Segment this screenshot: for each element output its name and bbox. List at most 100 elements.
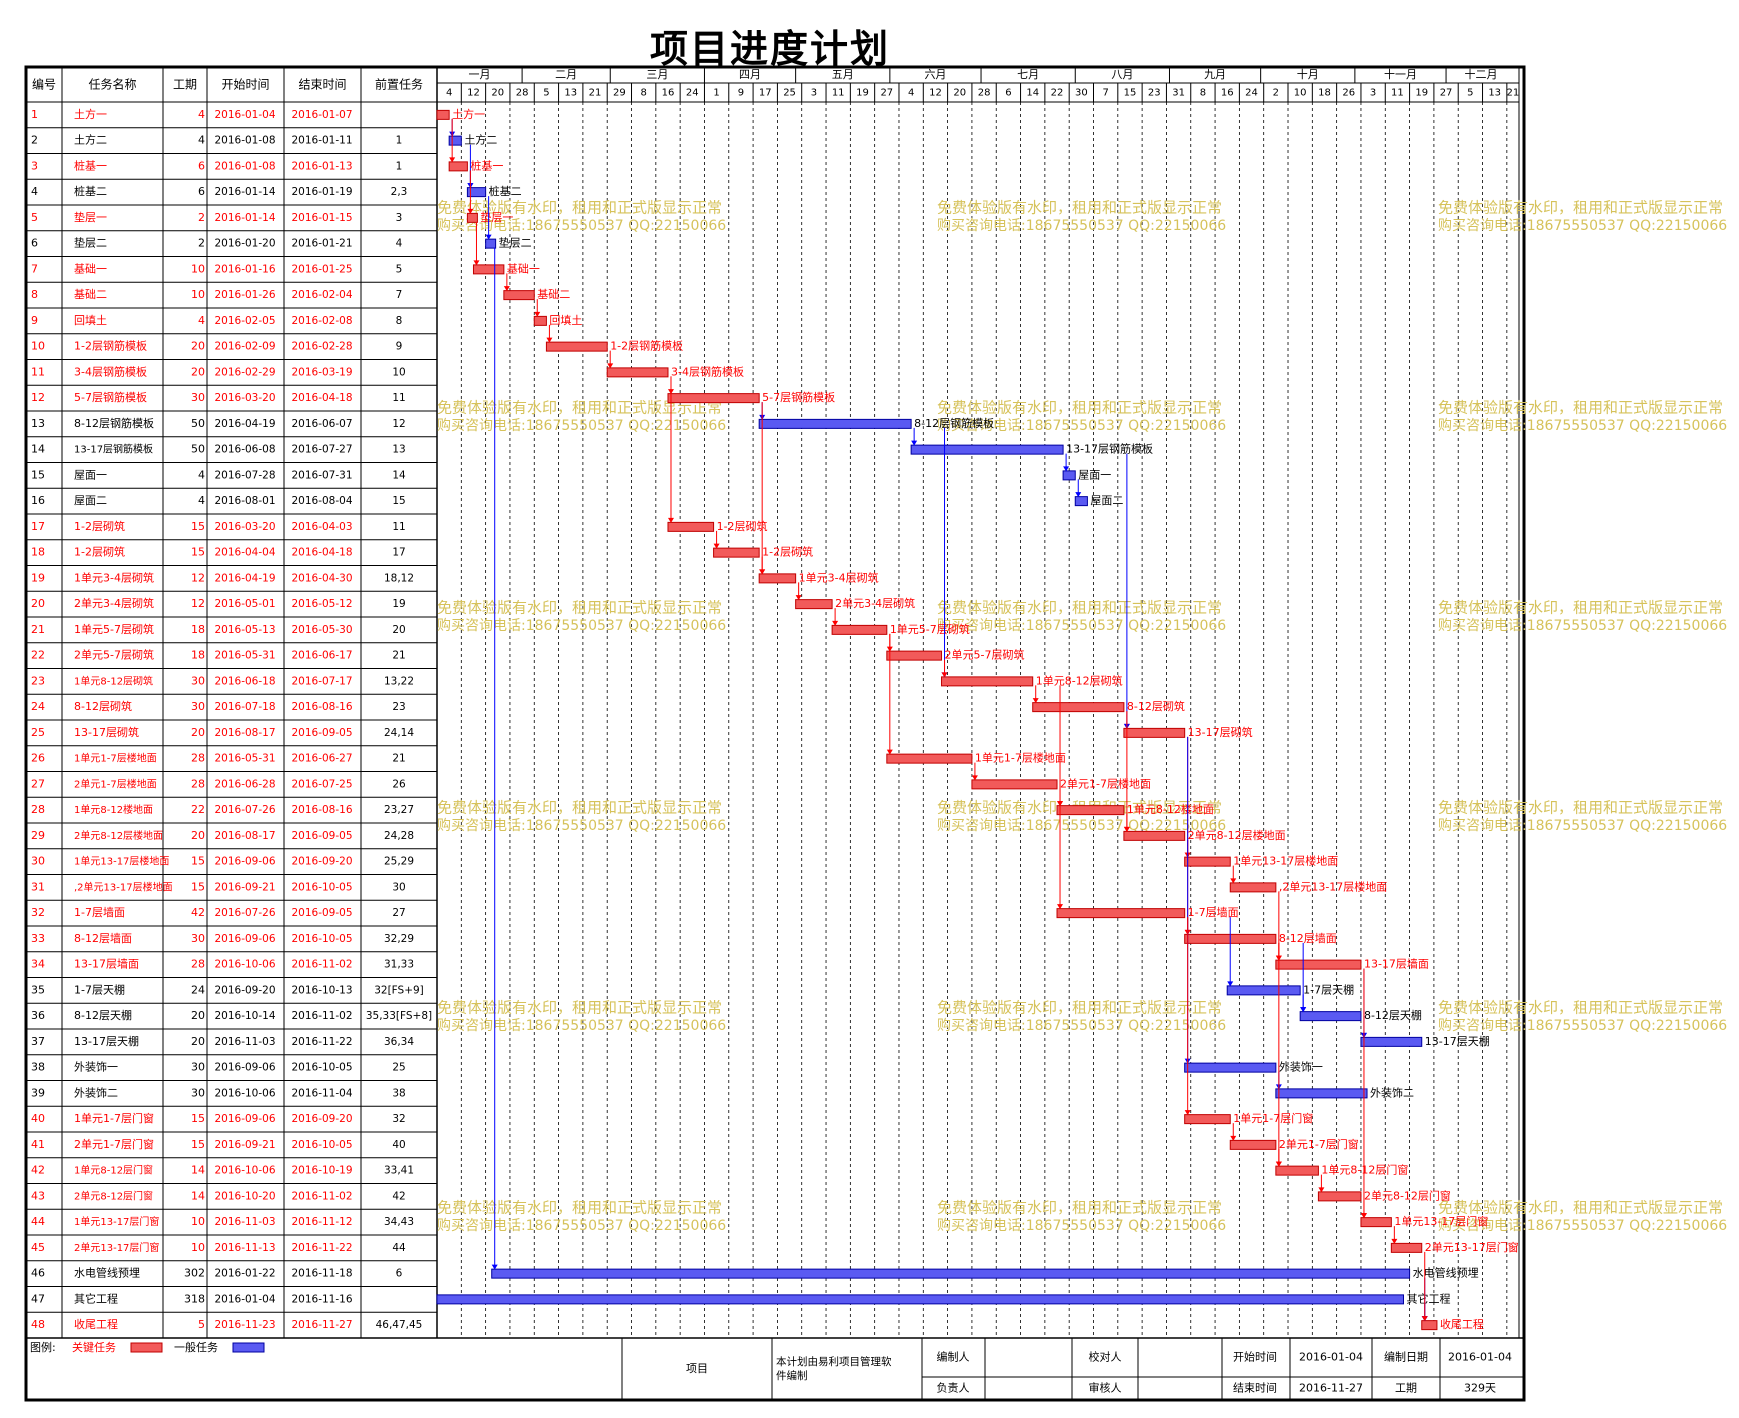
task-end: 2016-09-05 bbox=[291, 907, 352, 919]
task-end: 2016-11-18 bbox=[291, 1268, 352, 1280]
task-name: 1单元8-12层门窗 bbox=[74, 1164, 153, 1177]
bar-label: 土方一 bbox=[452, 107, 485, 121]
task-end: 2016-09-20 bbox=[291, 856, 352, 868]
watermark-line2: 购买咨询电话:18675550537 QQ:22150066 bbox=[937, 818, 1226, 834]
bar-label: 2单元8-12层楼地面 bbox=[1188, 828, 1286, 842]
task-bar bbox=[606, 367, 669, 378]
task-start: 2016-09-06 bbox=[214, 1062, 275, 1074]
task-bar bbox=[831, 624, 888, 635]
day-tick-label: 8 bbox=[640, 88, 646, 99]
footer-reviewer-label: 审核人 bbox=[1089, 1381, 1122, 1395]
watermark-line2: 购买咨询电话:18675550537 QQ:22150066 bbox=[1438, 818, 1727, 834]
day-tick-label: 20 bbox=[953, 88, 966, 99]
task-id: 11 bbox=[31, 365, 45, 378]
bar-label: 1单元1-7层楼地面 bbox=[975, 751, 1066, 765]
task-start: 2016-01-22 bbox=[214, 1268, 275, 1280]
footer-compiler-label: 编制人 bbox=[937, 1350, 970, 1364]
task-name: 2单元5-7层砌筑 bbox=[74, 648, 154, 662]
task-end: 2016-11-02 bbox=[291, 1190, 352, 1202]
task-id: 48 bbox=[31, 1318, 45, 1331]
task-bar bbox=[1123, 830, 1186, 841]
bar-label: 1单元5-7层砌筑 bbox=[890, 622, 970, 636]
task-duration: 20 bbox=[191, 829, 205, 842]
watermark-line1: 免费体验版有水印，租用和正式版显示正常 bbox=[1438, 1199, 1723, 1217]
dependency-arrow bbox=[941, 672, 948, 678]
task-duration: 15 bbox=[191, 1138, 205, 1151]
dependency-arrow bbox=[534, 311, 541, 317]
task-id: 27 bbox=[31, 777, 45, 790]
task-name: 13-17层钢筋模板 bbox=[74, 443, 153, 456]
task-end: 2016-02-28 bbox=[291, 341, 352, 353]
task-duration: 30 bbox=[191, 700, 205, 713]
task-id: 15 bbox=[31, 468, 45, 481]
task-bar bbox=[436, 109, 450, 120]
day-tick-label: 14 bbox=[1026, 88, 1039, 99]
task-bar bbox=[533, 315, 547, 326]
task-end: 2016-08-16 bbox=[291, 701, 352, 713]
task-duration: 12 bbox=[191, 597, 205, 610]
task-bar bbox=[1299, 1011, 1362, 1022]
bar-label: 2单元3-4层砌筑 bbox=[835, 596, 915, 610]
watermark-line2: 购买咨询电话:18675550537 QQ:22150066 bbox=[937, 618, 1226, 634]
task-duration: 42 bbox=[191, 906, 205, 919]
dependency-arrow bbox=[546, 337, 553, 343]
task-id: 40 bbox=[31, 1112, 45, 1125]
task-bar bbox=[1032, 702, 1125, 713]
task-duration: 50 bbox=[191, 417, 205, 430]
task-end: 2016-11-16 bbox=[291, 1293, 352, 1305]
task-end: 2016-04-03 bbox=[291, 521, 352, 533]
watermark-line2: 购买咨询电话:18675550537 QQ:22150066 bbox=[1438, 218, 1727, 234]
task-name: 1单元3-4层砌筑 bbox=[74, 570, 154, 584]
task-predecessors: 24,14 bbox=[384, 727, 414, 739]
task-id: 6 bbox=[31, 237, 38, 250]
task-name: 1单元8-12楼地面 bbox=[74, 803, 153, 816]
footer-duration-label: 工期 bbox=[1395, 1382, 1417, 1395]
task-name: 水电管线预埋 bbox=[74, 1266, 140, 1280]
task-start: 2016-01-08 bbox=[214, 135, 275, 147]
task-name: 屋面一 bbox=[74, 468, 107, 481]
watermark-line2: 购买咨询电话:18675550537 QQ:22150066 bbox=[937, 418, 1226, 434]
day-tick-label: 18 bbox=[1318, 88, 1331, 99]
task-name: 1-7层墙面 bbox=[74, 905, 125, 919]
task-start: 2016-11-03 bbox=[214, 1216, 275, 1228]
task-start: 2016-08-17 bbox=[214, 727, 275, 739]
watermark-line1: 免费体验版有水印，租用和正式版显示正常 bbox=[937, 1199, 1222, 1217]
task-bar bbox=[1056, 805, 1125, 816]
task-predecessors: 21 bbox=[392, 650, 405, 662]
task-id: 19 bbox=[31, 571, 45, 584]
task-id: 37 bbox=[31, 1035, 45, 1048]
task-start: 2016-02-29 bbox=[214, 366, 275, 378]
task-start: 2016-05-01 bbox=[214, 598, 275, 610]
month-label: 十一月 bbox=[1384, 67, 1417, 81]
watermark-line1: 免费体验版有水印，租用和正式版显示正常 bbox=[937, 999, 1222, 1017]
task-id: 24 bbox=[31, 700, 45, 713]
day-tick-label: 4 bbox=[908, 88, 914, 99]
day-tick-label: 22 bbox=[1051, 88, 1064, 99]
task-end: 2016-08-16 bbox=[291, 804, 352, 816]
task-id: 17 bbox=[31, 520, 45, 533]
task-start: 2016-10-06 bbox=[214, 1087, 275, 1099]
task-bar bbox=[941, 676, 1034, 687]
task-predecessors: 25,29 bbox=[384, 856, 414, 868]
day-tick-label: 19 bbox=[1415, 88, 1428, 99]
task-id: 14 bbox=[31, 443, 45, 456]
task-start: 2016-07-26 bbox=[214, 804, 275, 816]
bar-label: 1单元8-12楼地面 bbox=[1127, 802, 1214, 816]
task-id: 9 bbox=[31, 314, 38, 327]
task-end: 2016-02-04 bbox=[291, 289, 352, 301]
day-tick-label: 20 bbox=[491, 88, 504, 99]
bar-label: 1-2层钢筋模板 bbox=[610, 339, 683, 353]
task-id: 29 bbox=[31, 829, 45, 842]
task-start: 2016-01-08 bbox=[214, 160, 275, 172]
task-predecessors: 14 bbox=[392, 469, 406, 481]
task-start: 2016-08-17 bbox=[214, 830, 275, 842]
task-predecessors: 8 bbox=[396, 315, 403, 327]
task-end: 2016-04-30 bbox=[291, 572, 352, 584]
task-start: 2016-08-01 bbox=[214, 495, 275, 507]
table-header-cell: 结束时间 bbox=[298, 78, 346, 92]
bar-label: 土方二 bbox=[464, 133, 497, 147]
day-tick-label: 5 bbox=[543, 88, 549, 99]
footer-checker-label: 校对人 bbox=[1089, 1350, 1122, 1364]
task-bar bbox=[910, 444, 1064, 455]
task-duration: 6 bbox=[198, 159, 205, 172]
